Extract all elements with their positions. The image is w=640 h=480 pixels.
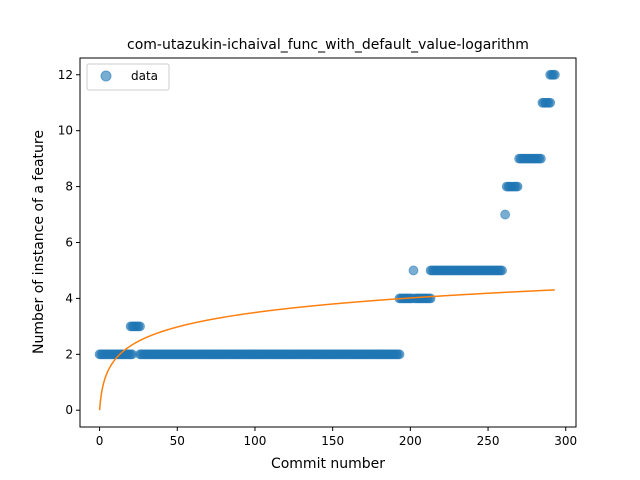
y-axis-label: Number of instance of a feature [31,130,47,354]
legend-marker-data [100,70,112,82]
y-tick-label: 4 [65,291,73,305]
data-point [500,209,511,220]
x-tick-label: 50 [170,434,185,448]
plot-area [94,69,560,411]
y-axis: 0 2 4 6 8 10 12 [58,68,80,417]
data-point [512,181,523,192]
plot-frame [79,57,577,428]
data-point [425,293,436,304]
data-point [549,69,560,80]
data-point [535,153,546,164]
y-tick-label: 12 [58,68,73,82]
legend-label-data: data [131,69,158,83]
data-point [394,349,405,360]
x-tick-label: 100 [244,434,267,448]
x-tick-label: 300 [554,434,577,448]
chart-title: com-utazukin-ichaival_func_with_default_… [127,37,529,53]
x-tick-label: 0 [96,434,104,448]
data-point [497,265,507,276]
y-tick-label: 0 [65,403,73,417]
data-point [545,97,556,108]
x-tick-label: 200 [399,434,422,448]
fit-line [98,289,555,411]
x-axis-label: Commit number [271,456,385,472]
x-axis: 0 50 100 150 200 250 300 [96,427,577,448]
legend-box [86,63,170,91]
data-point [408,265,419,276]
y-tick-label: 8 [65,180,73,194]
legend: data [86,63,170,91]
x-tick-label: 150 [321,434,344,448]
y-tick-label: 10 [58,124,73,138]
data-point [135,321,145,332]
y-tick-label: 2 [65,347,73,361]
x-tick-label: 250 [477,434,500,448]
y-tick-label: 6 [65,236,73,250]
